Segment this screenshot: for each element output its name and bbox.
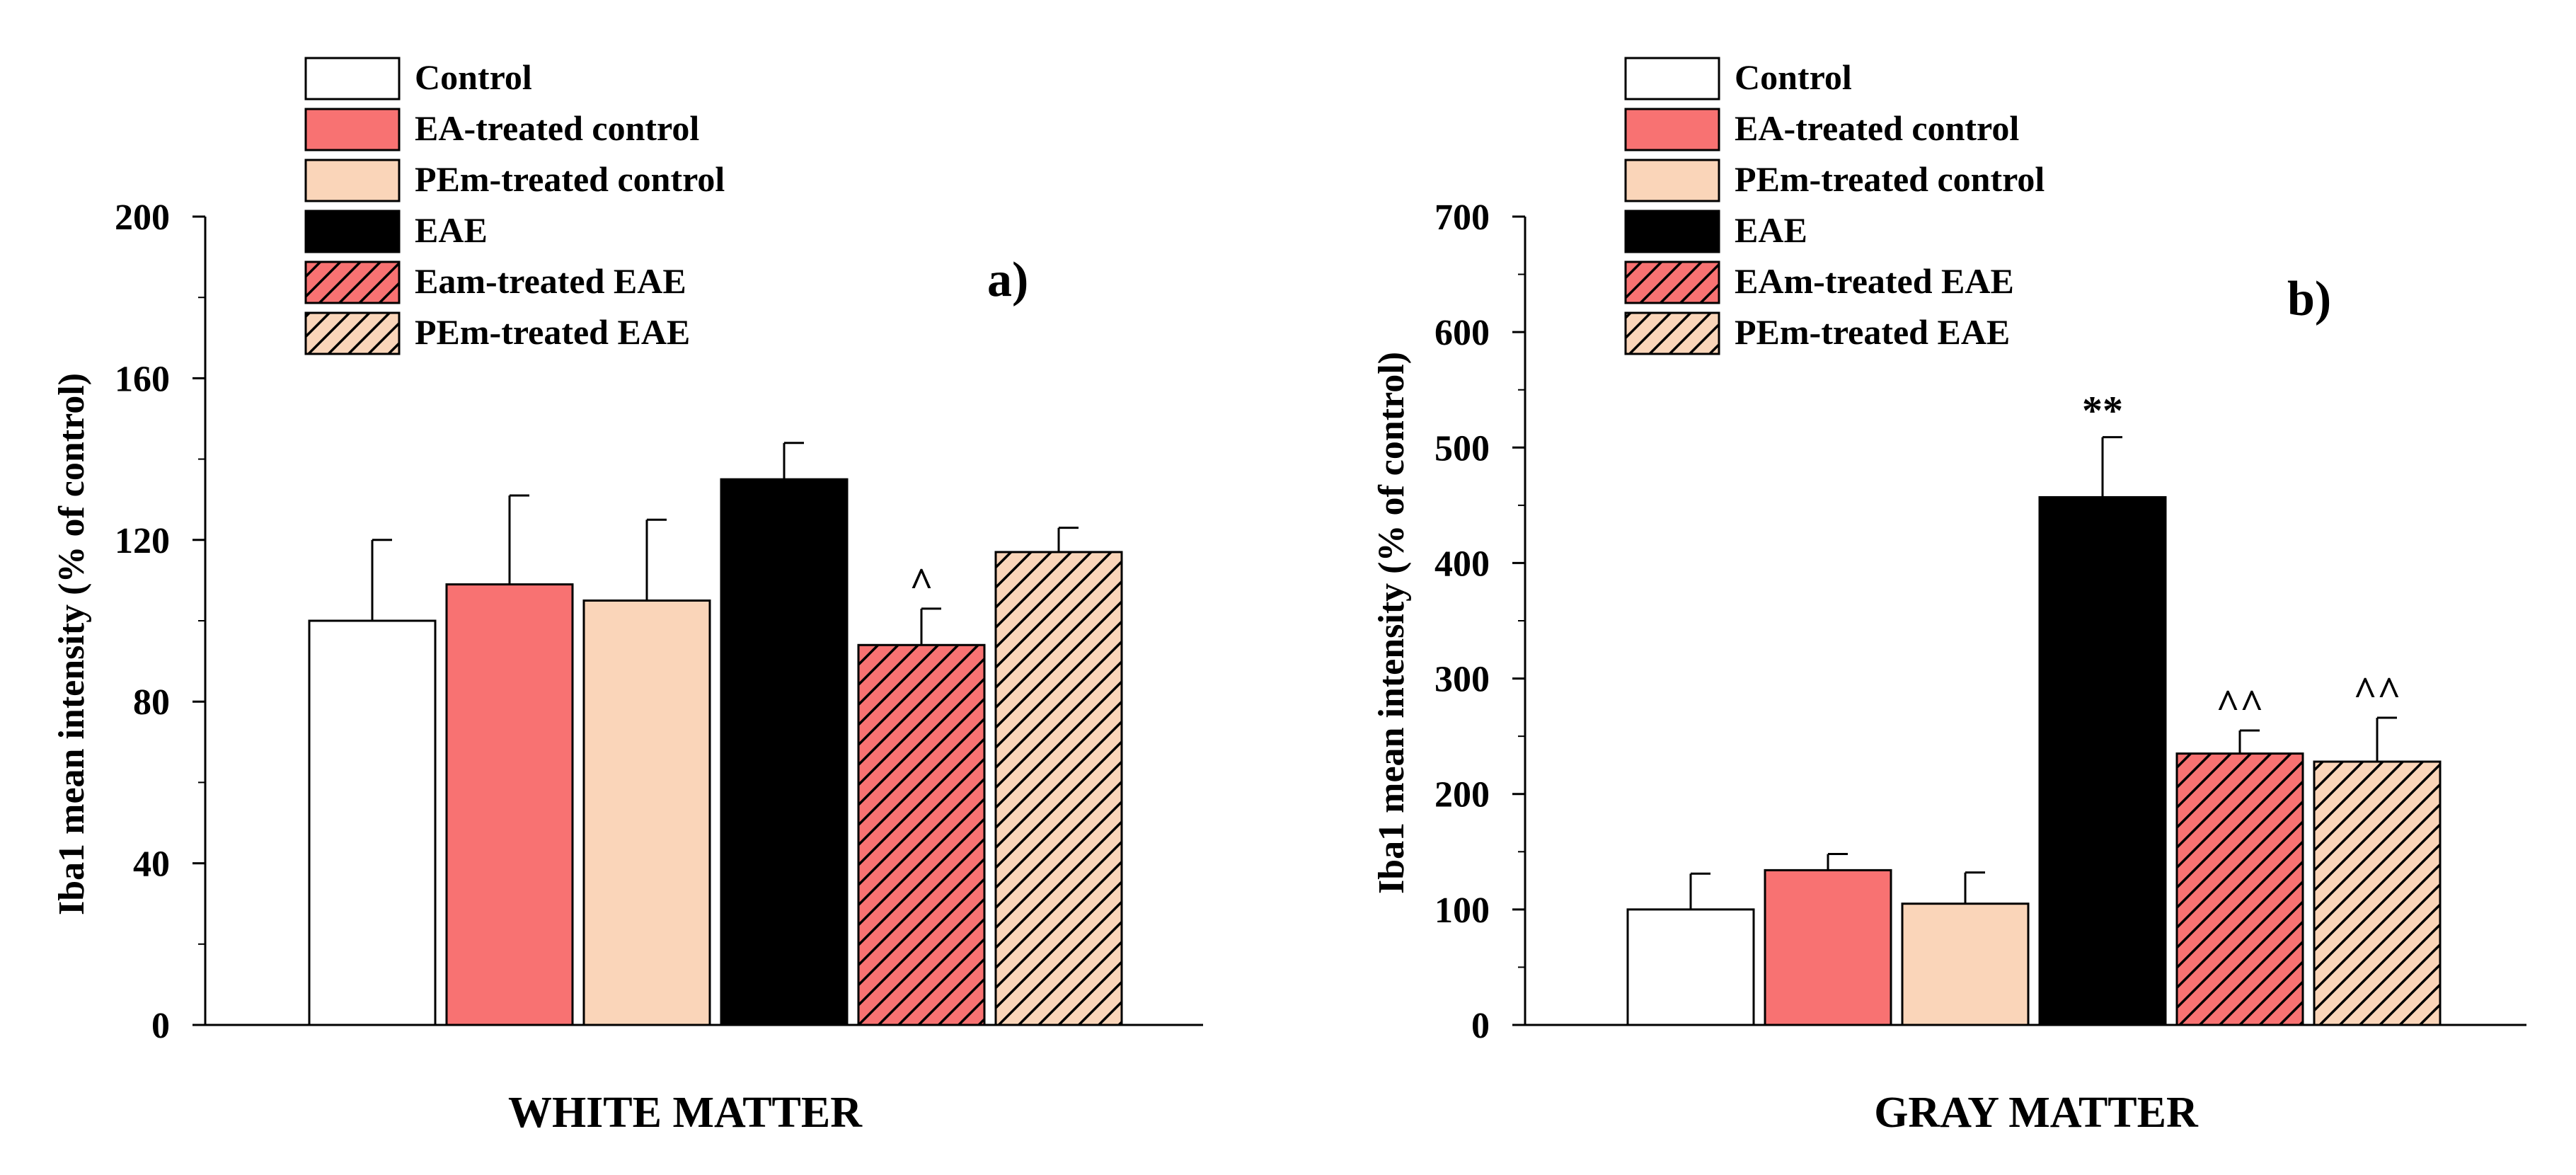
legend-swatch [1624,260,1720,304]
bar [720,478,849,1026]
legend-label: Eam-treated EAE [415,261,686,301]
y-tick-label: 700 [1434,197,1490,238]
y-axis-title: Iba1 mean intensity (% of control) [1372,352,1412,894]
y-tick-label: 0 [151,1006,170,1046]
panel-label: a) [987,253,1028,307]
y-tick-label: 120 [115,521,170,561]
legend-label: Control [415,57,532,97]
bar [1764,869,1892,1026]
legend-label: EAE [415,210,488,250]
bar [994,551,1123,1026]
y-tick-label: 400 [1434,544,1490,584]
significance-marker: ^^ [2216,681,2263,727]
y-tick-label: 200 [115,197,170,238]
legend-swatch [1624,311,1720,355]
legend-label: EAm-treated EAE [1735,261,2014,301]
panel-white-matter: Control EA-treated control PEm-treated con… [52,57,1203,1137]
legend-swatch [1624,57,1720,101]
legend-swatch [304,159,401,202]
legend-swatch [1624,210,1720,253]
significance-marker: ** [2082,388,2123,434]
legend-label: EA-treated control [1735,108,2019,148]
bar [1626,908,1755,1026]
x-axis-title: WHITE MATTER [508,1089,863,1137]
bar [2175,752,2304,1026]
legend-label: EAE [1735,210,1807,250]
significance-marker: ^^ [2353,668,2400,714]
panel-gray-matter: Control EA-treated control PEm-treated con… [1372,57,2526,1137]
x-axis-title: GRAY MATTER [1874,1089,2199,1137]
bar [582,599,711,1026]
legend-label: PEm-treated control [1735,159,2045,199]
y-axis-title: Iba1 mean intensity (% of control) [52,373,92,915]
legend-label: Control [1735,57,1852,97]
legend-swatch [304,210,401,253]
legend-swatch [304,108,401,151]
legend-swatch [304,311,401,355]
bar [1901,902,2030,1026]
legend-swatch [1624,159,1720,202]
y-tick-label: 500 [1434,428,1490,469]
legend-label: PEm-treated EAE [1735,312,2010,352]
y-tick-label: 300 [1434,660,1490,700]
bar [2313,760,2442,1026]
legend: Control EA-treated control PEm-treated con… [304,57,725,355]
y-tick-label: 600 [1434,313,1490,353]
bar [445,583,574,1026]
legend-swatch [304,57,401,101]
bar [857,643,986,1026]
y-tick-label: 80 [133,682,170,723]
y-tick-label: 40 [133,844,170,885]
panel-label: b) [2287,272,2331,326]
bar [2038,495,2167,1026]
y-axis: 0 40 80 120 160 200 [115,197,1203,1046]
bars: ^ [308,442,1123,1026]
y-tick-label: 0 [1471,1006,1490,1046]
bars: ** ^^ ^^ [1626,388,2442,1026]
legend-label: PEm-treated EAE [415,312,690,352]
y-tick-label: 160 [115,359,170,399]
legend: Control EA-treated control PEm-treated con… [1624,57,2045,355]
bar [308,619,437,1026]
legend-swatch [304,260,401,304]
significance-marker: ^ [909,559,933,605]
legend-label: PEm-treated control [415,159,725,199]
legend-label: EA-treated control [415,108,699,148]
legend-swatch [1624,108,1720,151]
y-tick-label: 200 [1434,775,1490,815]
y-tick-label: 100 [1434,890,1490,931]
